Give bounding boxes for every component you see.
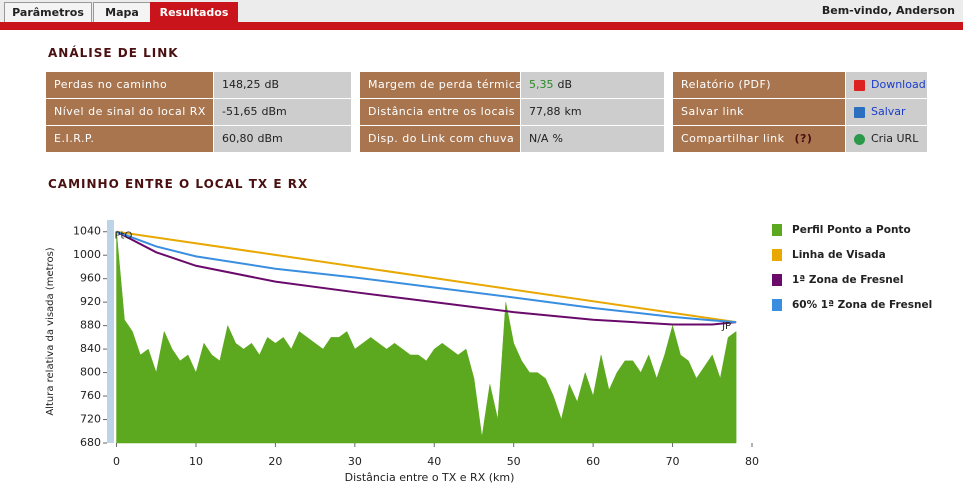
value: N/A [529, 132, 549, 145]
field-value: -51,65 dBm [214, 99, 351, 125]
legend-label: 60% 1ª Zona de Fresnel [792, 299, 932, 311]
legend-label: Linha de Visada [792, 249, 886, 261]
x-tick-label: 0 [113, 455, 120, 468]
unit: dBm [257, 132, 283, 145]
field-label: E.I.R.P. [46, 126, 213, 152]
value: 148,25 [222, 78, 261, 91]
unit: dBm [261, 105, 287, 118]
y-tick-label: 720 [80, 413, 101, 426]
field-label: Disp. do Link com chuva [360, 126, 520, 152]
x-tick-label: 20 [268, 455, 282, 468]
tab-bar [0, 0, 963, 22]
unit: dB [264, 78, 280, 91]
field-value: Download [846, 72, 927, 98]
series-line [116, 230, 737, 324]
field-label: Perdas no caminho [46, 72, 213, 98]
y-tick-label: 760 [80, 389, 101, 402]
y-tick-label: 680 [80, 436, 101, 449]
y-tick-label: 840 [80, 342, 101, 355]
y-tick-label: 880 [80, 319, 101, 332]
series-line [116, 230, 737, 324]
label: Margem de perda térmica [368, 78, 523, 91]
legend-swatch [772, 274, 782, 286]
x-tick-label: 80 [745, 455, 759, 468]
tab[interactable]: Parâmetros [4, 2, 92, 22]
field-value: Cria URL [846, 126, 927, 152]
tab[interactable]: Resultados [150, 2, 238, 22]
icon [854, 79, 865, 91]
welcome: Bem-vindo, Anderson [821, 4, 955, 17]
value: -51,65 [222, 105, 258, 118]
legend-label: Perfil Ponto a Ponto [792, 224, 911, 236]
value: 5,35 [529, 78, 554, 91]
field-label: Relatório (PDF) [673, 72, 845, 98]
unit: km [564, 105, 582, 118]
annotation: PtO [115, 231, 133, 242]
legend-swatch [772, 224, 782, 236]
label: Nível de sinal do local RX [54, 105, 206, 118]
label: Compartilhar link [681, 132, 785, 145]
field-value: 148,25 dB [214, 72, 351, 98]
x-tick-label: 50 [507, 455, 521, 468]
annotation: JP [721, 321, 731, 332]
y-tick-label: 1000 [73, 248, 101, 261]
label: Distância entre os locais [368, 105, 516, 118]
label: E.I.R.P. [54, 132, 95, 145]
x-tick-label: 40 [427, 455, 441, 468]
field-value: 5,35 dB [521, 72, 664, 98]
value: 60,80 [222, 132, 254, 145]
section-title: CAMINHO ENTRE O LOCAL TX E RX [48, 177, 309, 191]
field-label: Salvar link [673, 99, 845, 125]
tab-underline [0, 22, 963, 30]
label: Salvar link [681, 105, 745, 118]
value: 77,88 [529, 105, 561, 118]
x-axis-title: Distância entre o TX e RX (km) [345, 471, 515, 484]
legend-swatch [772, 249, 782, 261]
y-axis-title: Altura relativa da visada (metros) [45, 247, 56, 415]
section-title: ANÁLISE DE LINK [48, 46, 179, 60]
label: Relatório (PDF) [681, 78, 772, 91]
unit: dB [557, 78, 573, 91]
field-label: Compartilhar link (?) [673, 126, 845, 152]
label: Disp. do Link com chuva [368, 132, 515, 145]
axis-strip [107, 220, 114, 443]
field-label: Distância entre os locais [360, 99, 520, 125]
unit: % [552, 132, 563, 145]
field-value: N/A% [521, 126, 664, 152]
field-value: Salvar [846, 99, 927, 125]
tab[interactable]: Mapa [93, 2, 151, 22]
series-line [116, 230, 737, 326]
field-value: 60,80 dBm [214, 126, 351, 152]
legend-swatch [772, 299, 782, 311]
terrain-area [116, 231, 737, 444]
icon [854, 106, 865, 118]
icon [854, 133, 865, 145]
y-tick-label: 920 [80, 295, 101, 308]
field-label: Margem de perda térmica [360, 72, 523, 98]
legend-label: 1ª Zona de Fresnel [792, 274, 903, 286]
link[interactable]: Cria URL [871, 132, 919, 145]
y-tick-label: 1040 [73, 225, 101, 238]
help[interactable]: (?) [794, 132, 813, 145]
link[interactable]: Download [871, 78, 926, 91]
chart: 680 720 760 800 840 880 920 960 1000 1040 0 10 20 30 4… [45, 220, 932, 484]
field-value: 77,88 km [521, 99, 664, 125]
y-tick-label: 800 [80, 366, 101, 379]
x-tick-label: 10 [189, 455, 203, 468]
label: Perdas no caminho [54, 78, 168, 91]
x-tick-label: 30 [348, 455, 362, 468]
x-tick-label: 60 [586, 455, 600, 468]
field-label: Nível de sinal do local RX [46, 99, 213, 125]
y-tick-label: 960 [80, 272, 101, 285]
x-tick-label: 70 [666, 455, 680, 468]
link[interactable]: Salvar [871, 105, 906, 118]
